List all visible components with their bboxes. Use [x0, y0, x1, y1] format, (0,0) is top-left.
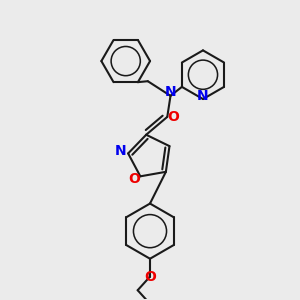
Text: O: O: [144, 270, 156, 283]
Text: N: N: [197, 89, 209, 103]
Text: O: O: [128, 172, 140, 186]
Text: O: O: [167, 110, 179, 124]
Text: N: N: [115, 144, 127, 158]
Text: N: N: [165, 85, 176, 99]
